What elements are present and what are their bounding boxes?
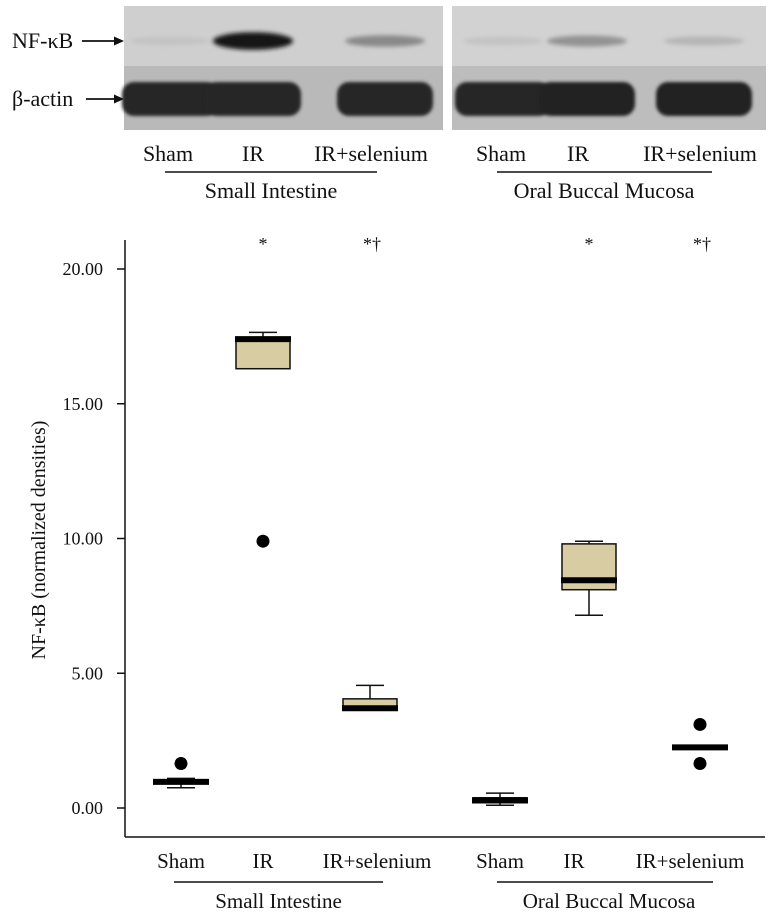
box-outlier xyxy=(256,534,270,548)
significance-mark: * xyxy=(585,234,594,254)
y-tick-label: 5.00 xyxy=(72,663,104,683)
box-series xyxy=(472,792,528,807)
blot-arrowhead-actin xyxy=(114,94,124,104)
blot-lane-label-obm-sham: Sham xyxy=(476,141,526,166)
x-tick-label: IR xyxy=(253,849,274,873)
blot-lane-label-si-sham: Sham xyxy=(143,141,193,166)
blot-lane-label-obm-ir: IR xyxy=(567,141,589,166)
blot-band-nfkb xyxy=(664,36,744,46)
blot-band-nfkb xyxy=(345,35,425,47)
group-label: Oral Buccal Mucosa xyxy=(523,889,696,913)
box-outlier xyxy=(174,757,188,771)
blot-band-actin xyxy=(455,82,551,116)
blot-arrowhead-nfkb xyxy=(114,36,124,46)
blot-lane-label-si-ir: IR xyxy=(242,141,264,166)
significance-marks: * *† * *† xyxy=(259,234,712,254)
blot-band-actin xyxy=(205,82,301,116)
box-series xyxy=(672,717,728,771)
blot-band-actin xyxy=(337,82,433,116)
blot-group-label-si: Small Intestine xyxy=(205,178,338,203)
significance-mark: * xyxy=(259,234,268,254)
box-series xyxy=(153,757,209,789)
blot-panel-2-nfkb-strip xyxy=(452,6,766,66)
western-blot: NF-κB β-actin Sham IR IR+selenium Small … xyxy=(12,6,766,203)
x-tick-label: IR+selenium xyxy=(636,849,745,873)
blot-band-actin xyxy=(122,82,218,116)
x-tick-label: IR+selenium xyxy=(323,849,432,873)
box-outlier xyxy=(693,717,707,731)
y-axis-label: NF-κB (normalized densities) xyxy=(28,421,50,660)
box-series xyxy=(342,684,398,712)
y-tick-label: 15.00 xyxy=(63,394,104,414)
blot-row-label-nfkb: NF-κB xyxy=(12,28,73,53)
y-tick-label: 20.00 xyxy=(63,259,104,279)
blot-band-nfkb xyxy=(213,32,293,50)
box-iqr xyxy=(235,336,291,370)
blot-band-nfkb xyxy=(547,35,627,47)
y-tick-label: 10.00 xyxy=(63,529,104,549)
blot-row-label-actin: β-actin xyxy=(12,86,73,111)
blot-band-nfkb xyxy=(130,36,210,46)
x-tick-label: Sham xyxy=(476,849,524,873)
blot-band-actin xyxy=(539,82,635,116)
blot-lane-label-si-irse: IR+selenium xyxy=(314,141,428,166)
significance-mark: *† xyxy=(363,234,381,254)
y-tick-label: 0.00 xyxy=(72,798,104,818)
blot-lane-label-obm-irse: IR+selenium xyxy=(643,141,757,166)
x-tick-label: IR xyxy=(564,849,585,873)
blot-group-label-obm: Oral Buccal Mucosa xyxy=(514,178,695,203)
group-label: Small Intestine xyxy=(215,889,342,913)
box-outlier xyxy=(693,757,707,771)
significance-mark: *† xyxy=(693,234,711,254)
boxplot: 0.00 5.00 10.00 15.00 20.00 NF-κB (normalize… xyxy=(28,234,765,913)
blot-band-actin xyxy=(656,82,752,116)
blot-band-nfkb xyxy=(463,36,543,46)
box-series xyxy=(561,540,617,617)
x-tick-label: Sham xyxy=(157,849,205,873)
box-series xyxy=(235,331,291,548)
